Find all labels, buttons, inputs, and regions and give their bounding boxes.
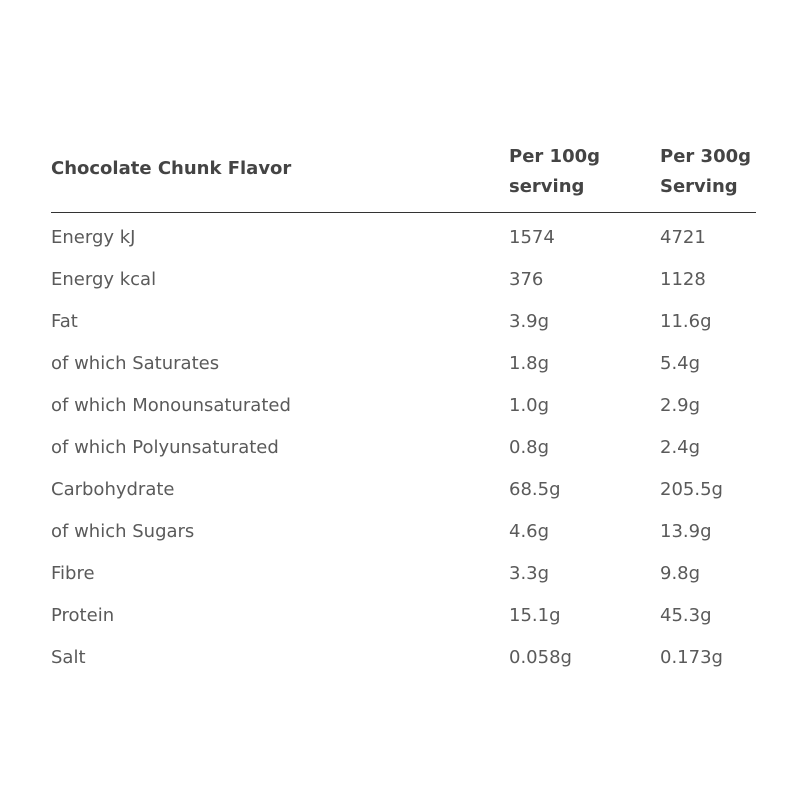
table-row: Fibre 3.3g 9.8g <box>51 555 756 597</box>
table-row: of which Sugars 4.6g 13.9g <box>51 513 756 555</box>
table-row: Fat 3.9g 11.6g <box>51 303 756 345</box>
value-per-300g: 0.173g <box>660 647 723 668</box>
column-header-per-100g: Per 100g serving <box>509 142 600 202</box>
table-row: Salt 0.058g 0.173g <box>51 639 756 681</box>
value-per-100g: 68.5g <box>509 479 561 500</box>
nutrient-name: Energy kcal <box>51 269 157 290</box>
value-per-300g: 5.4g <box>660 353 701 374</box>
value-per-300g: 11.6g <box>660 311 712 332</box>
nutrient-name: of which Saturates <box>51 353 220 374</box>
value-per-100g: 0.8g <box>509 437 550 458</box>
value-per-100g: 0.058g <box>509 647 572 668</box>
value-per-300g: 2.9g <box>660 395 701 416</box>
nutrient-name: Carbohydrate <box>51 479 175 500</box>
value-per-100g: 1.0g <box>509 395 550 416</box>
nutrient-name: Energy kJ <box>51 227 136 248</box>
nutrient-name: Fibre <box>51 563 95 584</box>
value-per-100g: 3.3g <box>509 563 550 584</box>
nutrient-name: Protein <box>51 605 115 626</box>
table-row: Energy kcal 376 1128 <box>51 261 756 303</box>
value-per-100g: 1.8g <box>509 353 550 374</box>
table-row: Carbohydrate 68.5g 205.5g <box>51 471 756 513</box>
value-per-100g: 376 <box>509 269 544 290</box>
table-row: of which Polyunsaturated 0.8g 2.4g <box>51 429 756 471</box>
table-row: Protein 15.1g 45.3g <box>51 597 756 639</box>
table-header: Chocolate Chunk Flavor Per 100g serving … <box>51 140 756 213</box>
value-per-300g: 45.3g <box>660 605 712 626</box>
nutrient-name: of which Monounsaturated <box>51 395 291 416</box>
value-per-100g: 1574 <box>509 227 555 248</box>
column-header-line: Per 300g <box>660 146 752 167</box>
value-per-300g: 1128 <box>660 269 706 290</box>
value-per-300g: 13.9g <box>660 521 712 542</box>
table-row: of which Monounsaturated 1.0g 2.9g <box>51 387 756 429</box>
column-header-per-300g: Per 300g Serving <box>660 142 751 202</box>
nutrient-name: Salt <box>51 647 86 668</box>
table-row: Energy kJ 1574 4721 <box>51 219 756 261</box>
nutrition-table: Chocolate Chunk Flavor Per 100g serving … <box>51 140 756 681</box>
table-body: Energy kJ 1574 4721 Energy kcal 376 1128 Fat 3.… <box>51 219 756 681</box>
value-per-300g: 4721 <box>660 227 706 248</box>
value-per-100g: 4.6g <box>509 521 550 542</box>
value-per-100g: 15.1g <box>509 605 561 626</box>
nutrient-name: of which Polyunsaturated <box>51 437 279 458</box>
value-per-300g: 9.8g <box>660 563 701 584</box>
table-row: of which Saturates 1.8g 5.4g <box>51 345 756 387</box>
column-header-line: Serving <box>660 176 738 197</box>
value-per-300g: 205.5g <box>660 479 723 500</box>
value-per-100g: 3.9g <box>509 311 550 332</box>
column-header-line: serving <box>509 176 585 197</box>
nutrient-name: of which Sugars <box>51 521 195 542</box>
table-title: Chocolate Chunk Flavor <box>51 158 292 179</box>
nutrient-name: Fat <box>51 311 78 332</box>
value-per-300g: 2.4g <box>660 437 701 458</box>
column-header-line: Per 100g <box>509 146 601 167</box>
